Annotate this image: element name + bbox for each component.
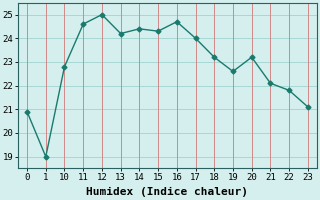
X-axis label: Humidex (Indice chaleur): Humidex (Indice chaleur) [86, 187, 248, 197]
